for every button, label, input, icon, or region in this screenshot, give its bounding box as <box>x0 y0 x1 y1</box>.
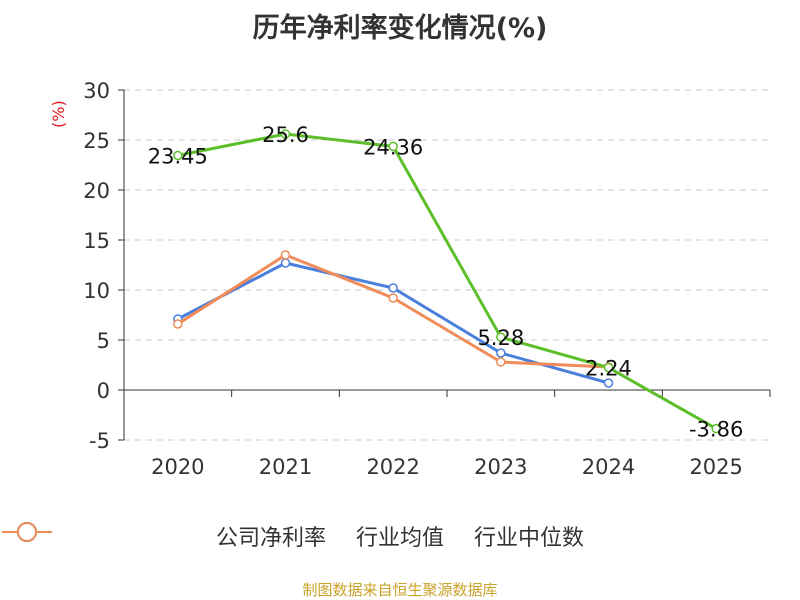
data-point[interactable] <box>388 141 398 152</box>
data-point[interactable] <box>496 357 506 367</box>
legend-item-industry-mean[interactable]: 行业均值 <box>2 520 444 552</box>
x-tick-label: 2025 <box>689 455 742 479</box>
legend-label-company: 公司净利率 <box>215 526 326 551</box>
data-point[interactable] <box>388 283 398 293</box>
data-point[interactable] <box>603 362 614 373</box>
data-point[interactable] <box>173 150 183 161</box>
chart-title: 历年净利率变化情况(%) <box>252 13 548 44</box>
data-point[interactable] <box>388 293 398 303</box>
data-label: 5.28 <box>477 326 524 350</box>
x-tick-label: 2020 <box>151 455 204 479</box>
data-label: 24.36 <box>363 135 423 159</box>
y-tick-label: 5 <box>97 329 110 353</box>
legend-label-industry-mean: 行业均值 <box>355 526 444 551</box>
y-tick-label: 0 <box>97 379 110 403</box>
x-tick-label: 2021 <box>259 455 312 479</box>
legend-marker-industry-median-icon <box>2 522 52 542</box>
legend-item-company[interactable]: 公司净利率 <box>2 520 326 552</box>
data-point[interactable] <box>496 348 506 358</box>
legend-label-industry-median: 行业中位数 <box>474 526 585 551</box>
x-tick-label: 2022 <box>366 455 419 479</box>
chart-legend: 公司净利率 行业均值 行业中位数 <box>0 520 800 552</box>
data-label: 23.45 <box>148 145 208 169</box>
y-tick-label: -5 <box>89 429 110 453</box>
x-tick-label: 2023 <box>474 455 527 479</box>
y-tick-label: 30 <box>83 79 110 103</box>
data-point[interactable] <box>603 378 614 388</box>
y-tick-label: 10 <box>83 279 110 303</box>
data-label: 25.6 <box>262 123 309 147</box>
data-point[interactable] <box>280 129 291 139</box>
legend-item-industry-median[interactable]: 行业中位数 <box>2 520 585 552</box>
y-tick-label: 20 <box>83 179 110 203</box>
series-line <box>177 132 717 430</box>
data-label: 2.24 <box>585 357 632 381</box>
y-tick-label: 25 <box>83 129 110 153</box>
data-point[interactable] <box>280 250 291 260</box>
data-point[interactable] <box>711 423 721 434</box>
data-source-note: 制图数据来自恒生聚源数据库 <box>302 581 498 599</box>
data-point[interactable] <box>280 258 291 268</box>
data-label: -3.86 <box>689 418 743 442</box>
y-tick-label: 15 <box>83 229 110 253</box>
x-tick-label: 2024 <box>582 455 635 479</box>
data-point[interactable] <box>173 319 183 329</box>
data-point[interactable] <box>496 332 506 342</box>
